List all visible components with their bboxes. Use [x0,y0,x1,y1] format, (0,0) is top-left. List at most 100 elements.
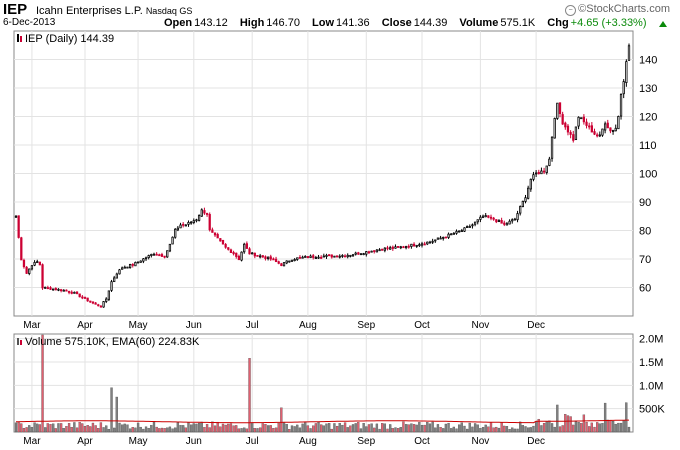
price-candle-body [301,256,304,259]
price-candle-body [312,255,315,258]
price-month-label: Apr [77,320,93,331]
price-candle-body [442,236,445,239]
volume-bar [28,425,31,433]
volume-bar [556,404,559,433]
volume-bar [463,425,466,433]
volume-bar [296,424,299,433]
volume-tick-label: 1.5M [639,357,663,369]
price-tick-label: 60 [639,283,651,295]
price-candle-body [373,250,376,252]
low-value: 141.36 [336,17,370,29]
price-candle-body [158,254,161,257]
volume-month-label: Jun [186,436,202,447]
price-candle-body [346,254,349,258]
volume-bar [548,420,551,433]
volume-bar [216,421,219,433]
price-candle-body [184,224,187,227]
volume-bar [471,426,474,433]
volume-bar [38,424,42,433]
volume-bar [354,423,357,433]
price-candle-body [588,125,591,128]
volume-bar [386,428,389,433]
price-candle-body [423,243,426,246]
price-candle-body [524,197,527,202]
volume-bar [412,424,416,433]
volume-bar [511,427,514,433]
volume-bar [211,421,214,433]
price-candle-body [118,269,121,275]
volume-bar [52,423,55,433]
price-candle-body [460,230,463,233]
price-candle-body [70,291,73,294]
volume-bar [426,422,429,433]
volume-month-label: Nov [471,436,489,447]
price-candle-body [513,218,517,221]
price-candle-body [489,216,493,219]
volume-bar [36,423,39,433]
price-candle-body [349,254,352,257]
volume-bar [545,421,548,433]
volume-bar [481,427,485,433]
volume-bar [534,421,538,433]
price-candle-body [418,244,421,247]
volume-bar [33,422,36,433]
price-candle-body [503,222,506,225]
volume-month-label: May [129,436,148,447]
volume-bar [593,426,596,433]
volume-bar [282,422,286,433]
price-candle-body [333,255,336,258]
price-candle-body [277,261,280,264]
price-candle-body [473,221,477,225]
volume-bar [404,424,408,433]
price-candle-body [142,258,145,262]
volume-bar [420,424,424,433]
volume-bar [99,422,103,433]
price-candle-body [439,237,442,240]
price-candle-body [155,253,158,256]
volume-month-label: Aug [299,436,317,447]
volume-panel: Mar Apr May Jun Jul Aug Sep Oct Nov Dec 2.0M 1.5M 1.… [13,333,665,447]
price-candle-body [444,236,448,239]
volume-bar [205,424,209,433]
price-candle-body [354,252,357,255]
price-candle-body [136,261,140,264]
volume-bar [293,426,296,433]
price-candle-body [617,116,620,130]
stockcharts-logo-icon: ~ [565,5,577,16]
price-candle-body [611,129,615,132]
volume-bar [70,427,73,433]
volume-bar [325,423,328,433]
brand-link[interactable]: ~ ©StockCharts.com [565,3,670,16]
price-candle-body [585,121,588,126]
price-candle-body [235,252,238,257]
price-candle-body [351,254,355,257]
price-candle-body [251,252,254,255]
price-tick-label: 100 [639,169,657,181]
ticker-symbol: IEP [3,1,28,18]
price-candle-body [59,289,63,292]
exchange-label: Nasdaq GS [145,6,193,16]
price-candle-body [176,227,180,231]
volume-bar [322,425,325,433]
volume-bar [83,426,87,433]
volume-bar [110,387,113,433]
close-label: Close [381,17,412,29]
price-candle-body [171,236,174,245]
price-candle-body [569,132,572,135]
volume-bar [288,429,291,433]
volume-bar [513,428,517,433]
volume-bar [248,358,251,433]
price-candle-body [288,260,291,263]
price-candle-body [357,252,360,255]
volume-bar [553,426,556,433]
volume-bar [41,334,44,433]
volume-bar [572,424,575,433]
volume-bar [431,421,434,433]
price-candle-body [245,243,249,249]
price-candle-body [54,288,57,291]
volume-bar [617,422,620,433]
volume-bar [298,427,302,433]
price-candle-body [495,219,498,223]
price-candle-body [375,249,379,253]
price-candle-body [107,290,111,300]
